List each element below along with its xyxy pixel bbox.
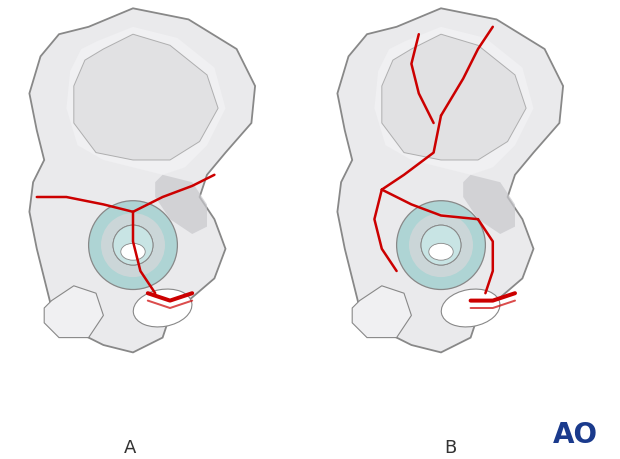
Ellipse shape xyxy=(133,289,192,327)
Text: AO: AO xyxy=(552,421,598,449)
Circle shape xyxy=(101,213,165,277)
Circle shape xyxy=(421,225,461,265)
Circle shape xyxy=(409,213,473,277)
Ellipse shape xyxy=(429,243,453,260)
Circle shape xyxy=(89,201,177,290)
Text: B: B xyxy=(444,439,456,457)
Polygon shape xyxy=(74,34,218,160)
Polygon shape xyxy=(44,286,104,338)
Text: A: A xyxy=(124,439,136,457)
Circle shape xyxy=(113,225,153,265)
Ellipse shape xyxy=(441,289,500,327)
Circle shape xyxy=(113,225,153,265)
Polygon shape xyxy=(66,27,226,175)
Circle shape xyxy=(397,201,485,290)
Polygon shape xyxy=(352,286,412,338)
Polygon shape xyxy=(374,27,533,175)
Polygon shape xyxy=(29,8,255,353)
Polygon shape xyxy=(382,34,526,160)
Polygon shape xyxy=(463,175,515,234)
Polygon shape xyxy=(155,175,207,234)
Circle shape xyxy=(421,225,461,265)
Ellipse shape xyxy=(121,243,145,260)
Polygon shape xyxy=(337,8,563,353)
